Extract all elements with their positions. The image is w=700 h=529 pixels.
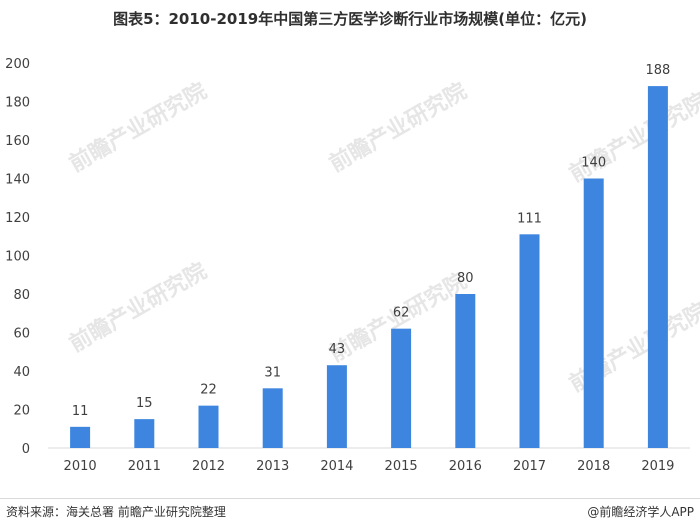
x-tick-label-2016: 2016	[449, 459, 482, 474]
data-label-2013: 31	[264, 365, 281, 380]
y-tick-label: 20	[13, 404, 30, 419]
chart-title: 图表5：2010-2019年中国第三方医学诊断行业市场规模(单位：亿元)	[113, 10, 587, 28]
bar-2012	[198, 405, 219, 448]
y-tick-label: 100	[5, 250, 30, 265]
data-label-2010: 11	[72, 404, 89, 419]
x-tick-label-2015: 2015	[385, 459, 418, 474]
y-tick-label: 0	[22, 442, 30, 457]
y-tick-label: 40	[13, 365, 30, 380]
x-tick-label-2013: 2013	[256, 459, 289, 474]
y-tick-label: 140	[5, 173, 30, 188]
bar-2011	[134, 419, 155, 448]
y-tick-label: 60	[13, 327, 30, 342]
x-tick-label-2014: 2014	[320, 459, 353, 474]
bar-2018	[583, 178, 604, 448]
data-label-2019: 188	[645, 63, 670, 78]
y-tick-label: 180	[5, 96, 30, 111]
data-label-2016: 80	[457, 271, 474, 286]
data-label-2012: 22	[200, 383, 217, 398]
y-tick-label: 160	[5, 134, 30, 149]
footer-divider	[0, 498, 700, 499]
data-label-2015: 62	[393, 306, 410, 321]
y-tick-label: 80	[13, 288, 30, 303]
data-label-2011: 15	[136, 396, 153, 411]
source-note: 资料来源：海关总署 前瞻产业研究院整理	[6, 505, 226, 519]
y-tick-label: 200	[5, 57, 30, 72]
bar-2016	[455, 294, 476, 448]
y-tick-label: 120	[5, 211, 30, 226]
x-tick-label-2010: 2010	[64, 459, 97, 474]
bar-2014	[326, 365, 347, 448]
x-tick-label-2018: 2018	[577, 459, 610, 474]
brand-credit: @前瞻经济学人APP	[587, 505, 694, 519]
data-label-2014: 43	[329, 342, 346, 357]
bar-2017	[519, 234, 540, 448]
bar-2019	[647, 86, 668, 448]
bar-2010	[70, 426, 91, 448]
x-tick-label-2017: 2017	[513, 459, 546, 474]
x-tick-label-2011: 2011	[128, 459, 161, 474]
data-label-2017: 111	[517, 211, 542, 226]
x-tick-label-2019: 2019	[641, 459, 674, 474]
data-label-2018: 140	[581, 156, 606, 171]
bar-2015	[391, 328, 412, 448]
x-tick-label-2012: 2012	[192, 459, 225, 474]
bar-2013	[262, 388, 283, 448]
